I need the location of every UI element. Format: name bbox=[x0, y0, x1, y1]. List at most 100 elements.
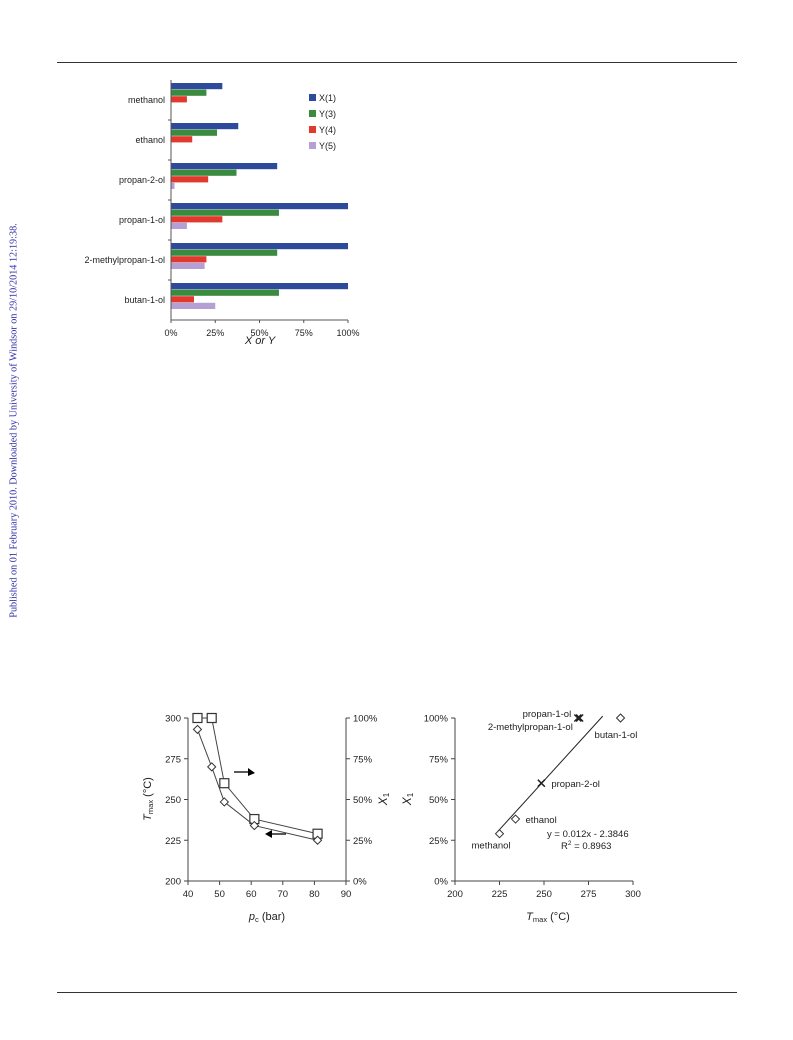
y2-tick-label: 75% bbox=[353, 754, 373, 765]
bar-y5-butan-1-ol bbox=[171, 302, 216, 309]
scatter-chart: 0% 25% 50% 75% 100% 200 225 250 275 300 methanol… bbox=[400, 709, 641, 924]
bottom-rule bbox=[57, 992, 737, 993]
bar-y3-methanol bbox=[171, 89, 207, 96]
point-methanol bbox=[494, 829, 505, 839]
bar-y4-butan-1-ol bbox=[171, 296, 195, 303]
y-tick-label: 300 bbox=[165, 714, 181, 725]
bar-x1-butan-1-ol bbox=[171, 283, 348, 290]
bar-x1-methanol bbox=[171, 83, 223, 90]
legend-label: Y(3) bbox=[319, 109, 336, 119]
y-tick-label: 75% bbox=[429, 754, 449, 765]
legend-swatch bbox=[309, 94, 316, 101]
point-ethanol bbox=[510, 814, 521, 824]
trendline-equation: y = 0.012x - 2.3846 bbox=[547, 829, 629, 840]
point-label: methanol bbox=[472, 841, 511, 852]
x-tick-label: 80 bbox=[309, 889, 320, 900]
bar-y3-2-methylpropan-1-ol bbox=[171, 249, 278, 256]
x-tick-label: 300 bbox=[625, 889, 641, 900]
bar-y4-methanol bbox=[171, 96, 187, 103]
bar-y4-2-methylpropan-1-ol bbox=[171, 256, 207, 263]
y2-tick-label: 25% bbox=[353, 836, 373, 847]
points bbox=[494, 713, 626, 839]
category-label: methanol bbox=[128, 95, 165, 105]
legend-label: X(1) bbox=[319, 93, 336, 103]
bar-y5-propan-2-ol bbox=[171, 182, 175, 189]
data-point-diamond bbox=[192, 724, 203, 735]
left-ticks: 200 225 250 275 300 bbox=[165, 714, 188, 888]
x-tick-label: 250 bbox=[536, 889, 552, 900]
right-axis-arrow bbox=[234, 768, 255, 776]
y-tick-label: 225 bbox=[165, 836, 181, 847]
legend-label: Y(4) bbox=[319, 125, 336, 135]
bar-y3-ethanol bbox=[171, 129, 218, 136]
top-rule bbox=[57, 62, 737, 63]
publication-note[interactable]: Published on 01 February 2010. Downloade… bbox=[8, 222, 20, 618]
bar-y3-propan-2-ol bbox=[171, 169, 237, 176]
x-tick-label: 0% bbox=[164, 328, 177, 338]
data-point-square bbox=[219, 778, 230, 789]
trendline-r2: R2 = 0.8963 bbox=[561, 840, 611, 852]
bars bbox=[171, 83, 348, 309]
y-tick-label: 50% bbox=[429, 795, 449, 806]
category-label: ethanol bbox=[135, 135, 165, 145]
bar-y4-ethanol bbox=[171, 136, 193, 143]
y-ticks: 0% 25% 50% 75% 100% bbox=[424, 714, 455, 888]
y-tick-label: 0% bbox=[434, 877, 448, 888]
bar-y4-propan-1-ol bbox=[171, 216, 223, 223]
x-axis-label: pc (bar) bbox=[248, 911, 285, 924]
point-2-methylpropan-1-ol bbox=[573, 713, 582, 723]
plot-area: 200 225 250 275 300 0% 25% 50% 75% 100% 40 50 60 70… bbox=[165, 712, 378, 900]
x-tick-label: 50% bbox=[250, 328, 268, 338]
x-tick-labels: 0% 25% 50% 75% 100% bbox=[164, 320, 360, 338]
y-tick-label: 250 bbox=[165, 795, 181, 806]
x-tick-label: 100% bbox=[336, 328, 359, 338]
point-propan-2-ol bbox=[537, 779, 546, 788]
point-label: propan-1-ol bbox=[523, 709, 572, 720]
legend-label: Y(5) bbox=[319, 141, 336, 151]
y2-tick-label: 100% bbox=[353, 714, 378, 725]
x-tick-label: 75% bbox=[295, 328, 313, 338]
x-tick-label: 225 bbox=[492, 889, 508, 900]
x-tick-label: 25% bbox=[206, 328, 224, 338]
legend-swatch bbox=[309, 110, 316, 117]
right-ticks: 0% 25% 50% 75% 100% bbox=[346, 714, 378, 888]
data-point-square bbox=[206, 712, 217, 724]
y2-axis-label: X1 bbox=[376, 792, 391, 806]
point-label: ethanol bbox=[526, 815, 557, 826]
point-propan-1-ol bbox=[575, 713, 584, 723]
data-point-diamond bbox=[249, 820, 260, 831]
x-tick-label: 50 bbox=[214, 889, 225, 900]
bar-x1-propan-1-ol bbox=[171, 203, 348, 210]
y-axis-label: X1 bbox=[400, 792, 415, 806]
line-chart: 200 225 250 275 300 0% 25% 50% 75% 100% 40 50 60 70… bbox=[142, 712, 391, 924]
bar-y3-propan-1-ol bbox=[171, 209, 279, 216]
bar-chart: methanol ethanol propan-2-ol propan-1-ol 2-m… bbox=[84, 80, 360, 347]
category-label: 2-methylpropan-1-ol bbox=[84, 255, 165, 265]
bar-x1-propan-2-ol bbox=[171, 163, 278, 170]
category-label: propan-1-ol bbox=[119, 215, 165, 225]
legend-swatch bbox=[309, 142, 316, 149]
x-axis-label: Tmax (°C) bbox=[526, 911, 570, 924]
publication-sidebar: Published on 01 February 2010. Downloade… bbox=[6, 210, 22, 630]
category-labels: methanol ethanol propan-2-ol propan-1-ol 2-m… bbox=[84, 95, 165, 305]
bottom-ticks: 40 50 60 70 80 90 bbox=[183, 881, 351, 900]
plot-area: 0% 25% 50% 75% 100% 200 225 250 275 300 methanol… bbox=[424, 709, 641, 900]
y-tick-label: 275 bbox=[165, 754, 181, 765]
x-tick-label: 60 bbox=[246, 889, 257, 900]
point-label: 2-methylpropan-1-ol bbox=[488, 722, 573, 733]
y-tick-label: 100% bbox=[424, 714, 449, 725]
series bbox=[192, 712, 323, 845]
legend-swatch bbox=[309, 126, 316, 133]
x-tick-label: 40 bbox=[183, 889, 194, 900]
bar-x1-2-methylpropan-1-ol bbox=[171, 243, 348, 250]
category-label: propan-2-ol bbox=[119, 175, 165, 185]
point-label: propan-2-ol bbox=[551, 779, 600, 790]
left-axis-arrow bbox=[265, 830, 286, 838]
x-axis-label: X or Y bbox=[244, 335, 276, 347]
x-ticks: 200 225 250 275 300 bbox=[447, 881, 641, 900]
data-point-diamond bbox=[206, 762, 217, 772]
bar-y5-2-methylpropan-1-ol bbox=[171, 262, 205, 269]
data-point-diamond bbox=[312, 835, 323, 845]
category-label: butan-1-ol bbox=[124, 295, 165, 305]
x-tick-label: 200 bbox=[447, 889, 463, 900]
